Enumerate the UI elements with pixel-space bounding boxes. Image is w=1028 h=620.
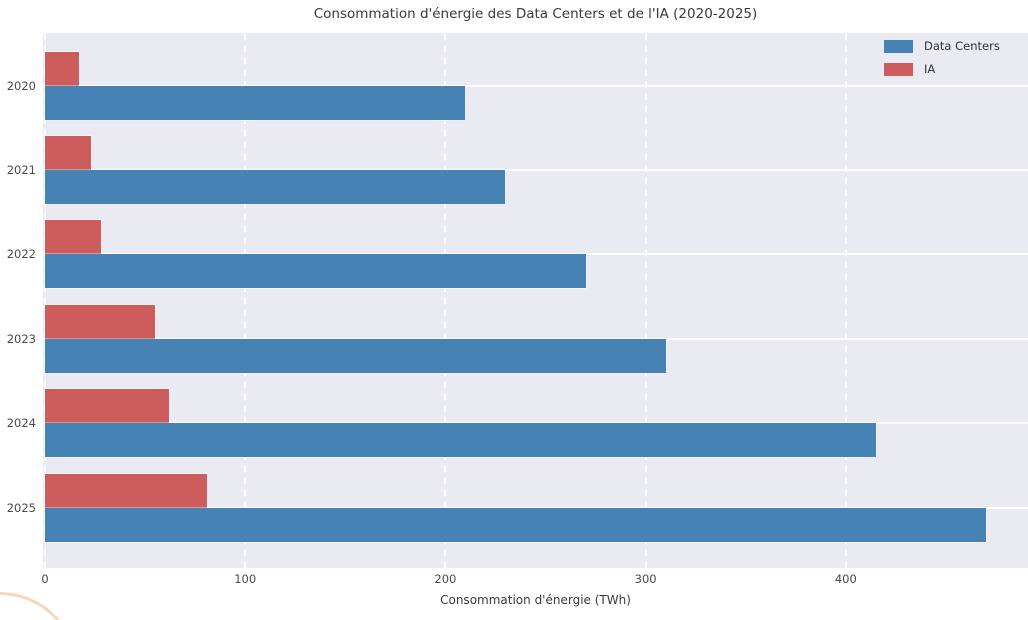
y-tick-label-2024: 2024 bbox=[6, 416, 36, 431]
x-axis-label: Consommation d'énergie (TWh) bbox=[440, 593, 631, 607]
legend-label: IA bbox=[924, 62, 936, 76]
legend-swatch-data-centers bbox=[884, 39, 913, 53]
gridline-vertical-300 bbox=[644, 33, 647, 568]
gridline-horizontal-2021 bbox=[43, 169, 1028, 172]
bar-ia-2025 bbox=[45, 473, 208, 508]
y-tick-label-2021: 2021 bbox=[6, 163, 36, 178]
bar-ia-2020 bbox=[45, 51, 80, 86]
y-tick-label-2025: 2025 bbox=[6, 500, 36, 515]
bar-data-centers-2025 bbox=[45, 507, 986, 542]
legend-label: Data Centers bbox=[924, 39, 1000, 53]
gridline-vertical-100 bbox=[244, 33, 247, 568]
x-tick-label-400: 400 bbox=[834, 572, 857, 586]
bar-data-centers-2024 bbox=[45, 423, 876, 458]
x-tick-label-100: 100 bbox=[234, 572, 257, 586]
chart-title: Consommation d'énergie des Data Centers … bbox=[313, 6, 758, 22]
legend-item-data-centers: Data Centers bbox=[884, 39, 1000, 53]
bar-data-centers-2022 bbox=[45, 254, 586, 289]
x-tick-label-300: 300 bbox=[634, 572, 657, 586]
bar-data-centers-2021 bbox=[45, 170, 506, 205]
gridline-vertical-0 bbox=[44, 33, 46, 568]
plot-area bbox=[43, 33, 1028, 568]
legend-item-ia: IA bbox=[884, 62, 1000, 76]
bar-ia-2024 bbox=[45, 389, 170, 424]
legend-swatch-ia bbox=[884, 62, 913, 76]
gridline-horizontal-2020 bbox=[43, 84, 1028, 87]
gridline-vertical-400 bbox=[844, 33, 847, 568]
legend: Data Centers IA bbox=[884, 39, 1000, 76]
gridline-vertical-200 bbox=[444, 33, 447, 568]
bar-data-centers-2020 bbox=[45, 85, 466, 120]
y-tick-label-2023: 2023 bbox=[6, 331, 36, 346]
x-tick-label-0: 0 bbox=[41, 572, 49, 586]
bar-ia-2021 bbox=[45, 136, 92, 171]
bar-data-centers-2023 bbox=[45, 338, 666, 373]
x-tick-label-200: 200 bbox=[434, 572, 457, 586]
y-tick-label-2020: 2020 bbox=[6, 78, 36, 93]
bar-ia-2022 bbox=[45, 220, 102, 255]
y-tick-label-2022: 2022 bbox=[6, 247, 36, 262]
bar-ia-2023 bbox=[45, 304, 156, 339]
